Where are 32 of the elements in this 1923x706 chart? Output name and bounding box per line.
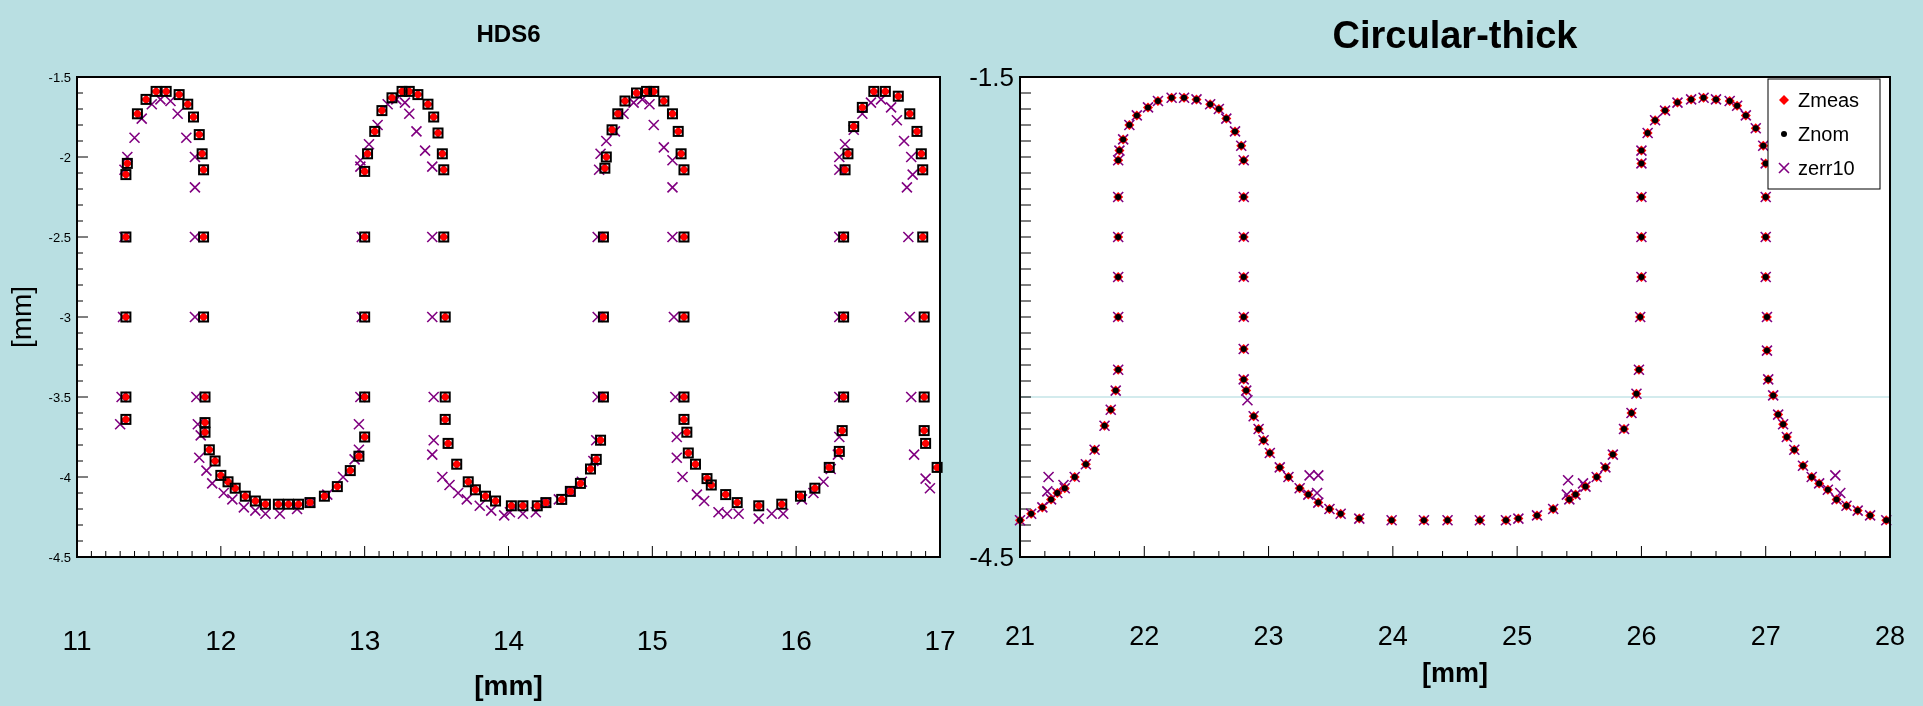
x-tick-label: 12 bbox=[205, 625, 237, 656]
y-tick-label: -4.5 bbox=[48, 549, 71, 565]
x-axis-title: [mm] bbox=[474, 670, 543, 701]
x-tick-label: 16 bbox=[780, 625, 812, 656]
x-tick-label: 22 bbox=[1129, 621, 1160, 651]
x-tick-label: 11 bbox=[62, 625, 92, 656]
legend-label: Znom bbox=[1798, 123, 1850, 145]
x-tick-label: 17 bbox=[924, 625, 956, 656]
x-tick-label: 26 bbox=[1626, 621, 1657, 651]
x-tick-label: 28 bbox=[1874, 621, 1906, 651]
legend-label: zerr10 bbox=[1798, 157, 1855, 179]
y-tick-label: -3.5 bbox=[48, 389, 71, 405]
x-tick-label: 14 bbox=[492, 625, 525, 656]
legend-label: Zmeas bbox=[1798, 89, 1860, 111]
y-tick-label: -4.5 bbox=[969, 542, 1014, 573]
x-tick-label: 24 bbox=[1377, 621, 1408, 651]
x-axis-title: [mm] bbox=[1422, 658, 1488, 688]
x-tick-label: 23 bbox=[1253, 621, 1284, 651]
x-tick-label: 21 bbox=[1004, 621, 1036, 651]
x-tick-label: 13 bbox=[349, 625, 381, 656]
x-tick-label: 25 bbox=[1502, 621, 1533, 651]
y-tick-label: -1.5 bbox=[969, 62, 1014, 93]
y-axis-title: [mm] bbox=[6, 285, 37, 349]
x-tick-label: 27 bbox=[1750, 621, 1781, 651]
y-tick-label: -2 bbox=[59, 149, 71, 165]
chart-title: HDS6 bbox=[476, 20, 541, 47]
y-tick-label: -3 bbox=[59, 309, 71, 325]
y-tick-label: -2.5 bbox=[48, 229, 71, 245]
y-tick-label: -4 bbox=[59, 469, 71, 485]
chart-title: Circular-thick bbox=[1332, 14, 1579, 56]
x-tick-label: 15 bbox=[636, 625, 668, 656]
y-tick-label: -1.5 bbox=[48, 69, 71, 85]
